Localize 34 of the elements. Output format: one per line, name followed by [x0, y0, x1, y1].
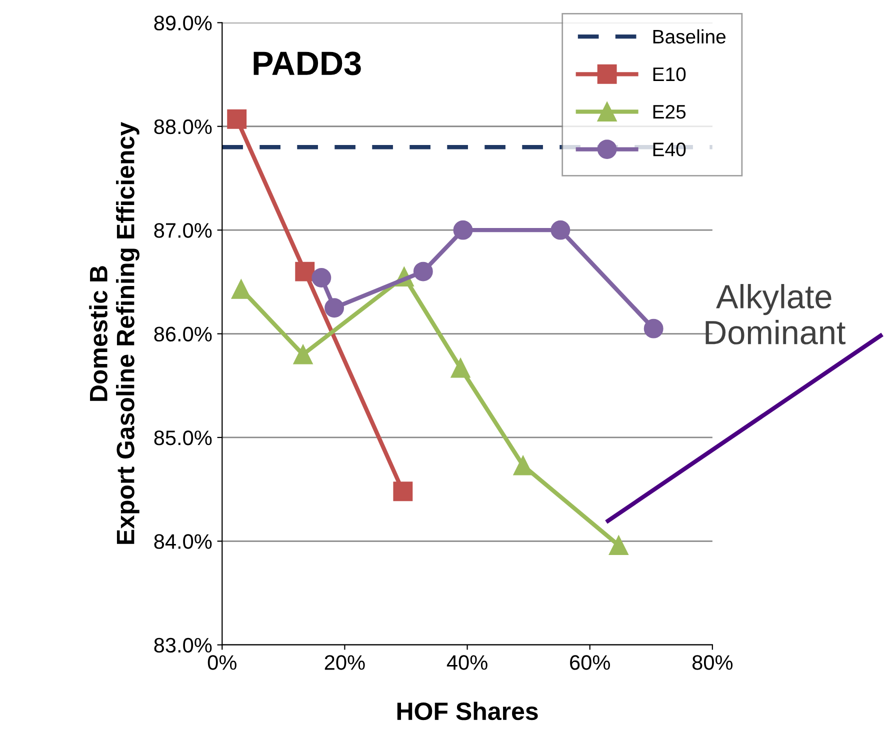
- y-tick-label: 87.0%: [154, 223, 212, 238]
- point: [312, 268, 332, 288]
- y-tick-label: 89.0%: [154, 16, 212, 30]
- y-tick-label: 86.0%: [154, 326, 212, 342]
- y-tick-label: 85.0%: [154, 430, 212, 446]
- point: [393, 482, 413, 502]
- x-tick-label: 80%: [692, 655, 733, 670]
- legend-label: Baseline: [653, 29, 726, 44]
- legend-label: E10: [653, 67, 686, 82]
- y-tick-label: 83.0%: [154, 638, 212, 653]
- point: [644, 318, 664, 338]
- point: [324, 298, 344, 318]
- y-tick-label: 88.0%: [154, 119, 212, 134]
- point: [295, 262, 315, 282]
- point: [227, 109, 247, 129]
- x-tick-label: 60%: [570, 655, 610, 670]
- legend-label: E40: [653, 142, 686, 156]
- text: PADD3: [254, 52, 361, 76]
- y-axis-title: Domestic B Export Gasoline Refining Efficiency: [89, 122, 140, 544]
- point: [608, 536, 628, 556]
- x-axis-title: HOF Shares: [397, 702, 538, 720]
- y-tick-label: 84.0%: [154, 534, 212, 549]
- point: [231, 279, 251, 299]
- point: [293, 344, 313, 364]
- point: [450, 358, 470, 378]
- x-tick-label: 40%: [446, 655, 488, 670]
- point: [513, 456, 533, 476]
- annotation: Alkylate Dominant: [706, 284, 846, 344]
- x-tick-label: 0%: [208, 655, 236, 670]
- x-tick-label: 20%: [324, 655, 365, 670]
- point: [413, 262, 433, 282]
- point: [550, 220, 570, 240]
- point: [453, 220, 473, 240]
- legend-label: E25: [653, 104, 686, 119]
